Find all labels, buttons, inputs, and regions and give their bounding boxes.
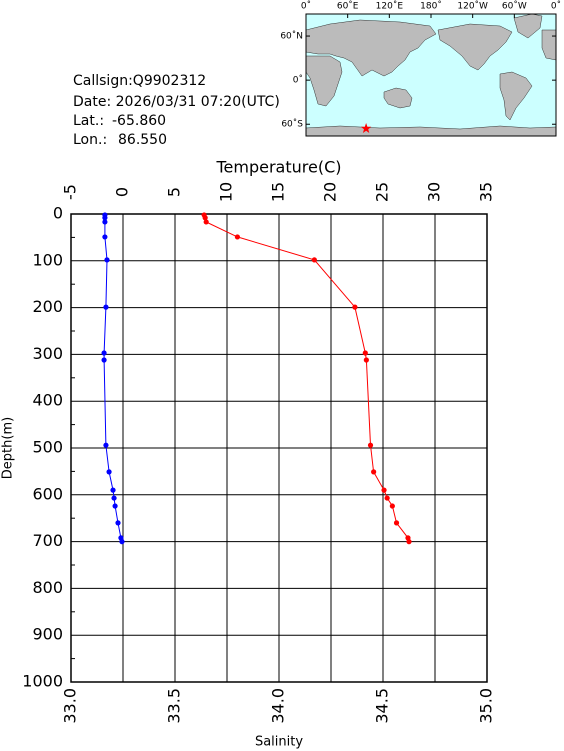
- map-y-tick-label: 60˚N: [280, 31, 303, 42]
- profile-point: [103, 304, 109, 310]
- profile-point: [102, 219, 108, 225]
- map-y-tick-label: 0˚: [293, 75, 303, 86]
- y-tick-label: 300: [32, 344, 63, 363]
- y-tick-label: 500: [32, 438, 63, 457]
- info: Callsign:Q9902312 Date: 2026/03/31 07:20…: [73, 73, 280, 148]
- profile-point: [381, 487, 387, 493]
- y-tick-label: 100: [32, 250, 63, 269]
- profile-point: [362, 350, 368, 356]
- profile-point: [389, 503, 395, 509]
- profile-point: [371, 469, 377, 475]
- lat: -65.860: [112, 113, 166, 129]
- top-tick-label: -5: [61, 184, 80, 200]
- map-y-tick-label: 60˚S: [281, 119, 303, 130]
- profile-point: [406, 539, 412, 545]
- bottom-tick-label: 33.5: [165, 688, 184, 724]
- profile-point: [119, 539, 125, 545]
- profile-point: [384, 495, 390, 501]
- bottom-tick-label: 35.0: [477, 688, 496, 724]
- profile-point: [393, 520, 400, 526]
- y-tick-label: 1000: [22, 672, 63, 691]
- lat-label: Lat.:: [73, 113, 104, 129]
- profile-point: [102, 234, 108, 240]
- profile-point: [311, 257, 317, 263]
- map-x-tick-label: 120˚E: [376, 1, 404, 12]
- profile-point: [103, 442, 109, 448]
- y-tick-label: 600: [32, 484, 63, 503]
- map-x-tick-label: 0˚: [551, 1, 561, 12]
- map-x-tick-label: 0˚: [301, 1, 311, 12]
- y-tick-label: 200: [32, 297, 63, 316]
- profile-point: [367, 442, 374, 448]
- profile-point: [106, 469, 112, 475]
- top-tick-label: 15: [269, 182, 288, 202]
- land: [305, 13, 557, 137]
- y-tick-label: 400: [32, 391, 63, 410]
- map-x-tick-label: 180˚: [420, 1, 442, 12]
- top-tick-label: 25: [373, 182, 392, 202]
- map: 0˚ 60˚E 120˚E 180˚ 120˚W 60˚W 0˚ 60˚N 0˚ 60˚S: [280, 1, 561, 137]
- bottom-tick-label: 33.0: [61, 688, 80, 724]
- lon-label: Lon.:: [73, 132, 107, 148]
- y-tick-label: 700: [32, 531, 63, 550]
- lon: 86.550: [118, 132, 167, 148]
- map-x-tick-label: 60˚E: [337, 1, 359, 12]
- date: Date: 2026/03/31 07:20(UTC): [73, 94, 280, 110]
- profile-point: [111, 495, 117, 501]
- top-tick-label: 20: [321, 182, 340, 202]
- profile-point: [363, 357, 369, 363]
- profile-point: [115, 520, 121, 526]
- top-tick-label: 0: [113, 187, 132, 197]
- top-axis-label: Temperature(C): [215, 158, 341, 177]
- bottom-tick-label: 34.0: [269, 688, 288, 724]
- y-tick-label: 900: [32, 625, 63, 644]
- profile-point: [101, 350, 107, 356]
- bottom-axis-label: Salinity: [255, 735, 303, 750]
- profile-point: [104, 257, 110, 263]
- profile-point: [234, 234, 240, 240]
- y-axis-label: Depth(m): [1, 417, 16, 479]
- profile-point: [110, 487, 116, 493]
- profile-point: [202, 215, 208, 221]
- top-tick-label: 35: [477, 182, 496, 202]
- profile-point: [203, 219, 209, 225]
- profile-point: [352, 304, 358, 310]
- map-x-tick-label: 60˚W: [502, 1, 527, 12]
- map-x-tick-label: 120˚W: [457, 1, 488, 12]
- top-tick-label: 5: [165, 187, 184, 197]
- top-tick-label: 30: [425, 182, 444, 202]
- y-tick-label: 0: [53, 204, 63, 223]
- y-tick-label: 800: [32, 578, 63, 597]
- profile-line: [203, 214, 410, 542]
- profile-line: [103, 214, 123, 542]
- bottom-tick-label: 34.5: [373, 688, 392, 724]
- profile-point: [102, 215, 108, 221]
- top-tick-label: 10: [217, 182, 236, 202]
- profile-point: [112, 503, 118, 509]
- profile-point: [101, 357, 107, 363]
- callsign: Callsign:Q9902312: [73, 73, 206, 89]
- float-position: [360, 123, 372, 133]
